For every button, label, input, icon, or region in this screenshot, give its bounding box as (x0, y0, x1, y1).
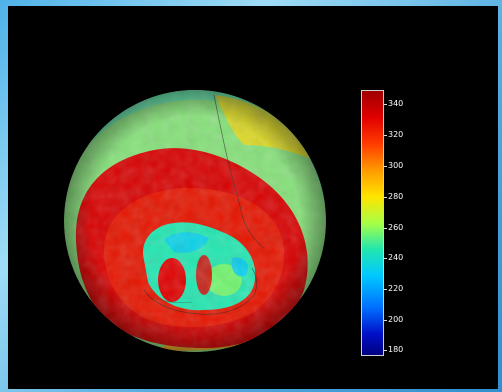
colorbar-tick-mark (384, 166, 387, 167)
colorbar-tick-mark (384, 104, 387, 105)
colorbar-tick-label: 280 (388, 192, 404, 201)
colorbar-tick-mark (384, 258, 387, 259)
colorbar-tick-label: 340 (388, 99, 404, 108)
colorbar-tick-label: 320 (388, 130, 404, 139)
colorbar-tick-label: 220 (388, 284, 404, 293)
colorbar-tick-label: 180 (388, 345, 404, 354)
colorbar-tick-label: 240 (388, 253, 404, 262)
colorbar-tick-mark (384, 350, 387, 351)
colorbar-tick-mark (384, 289, 387, 290)
colorbar-tick-label: 200 (388, 315, 404, 324)
colorbar-tick-label: 300 (388, 161, 404, 170)
colorbar-tick-mark (384, 197, 387, 198)
ozone-globe-map (64, 90, 326, 352)
colorbar-tick-label: 260 (388, 223, 404, 232)
colorbar (361, 90, 384, 356)
colorbar-tick-mark (384, 228, 387, 229)
colorbar-tick-mark (384, 135, 387, 136)
globe-svg (64, 90, 326, 352)
colorbar-tick-mark (384, 320, 387, 321)
globe-limb-shade (64, 90, 326, 352)
